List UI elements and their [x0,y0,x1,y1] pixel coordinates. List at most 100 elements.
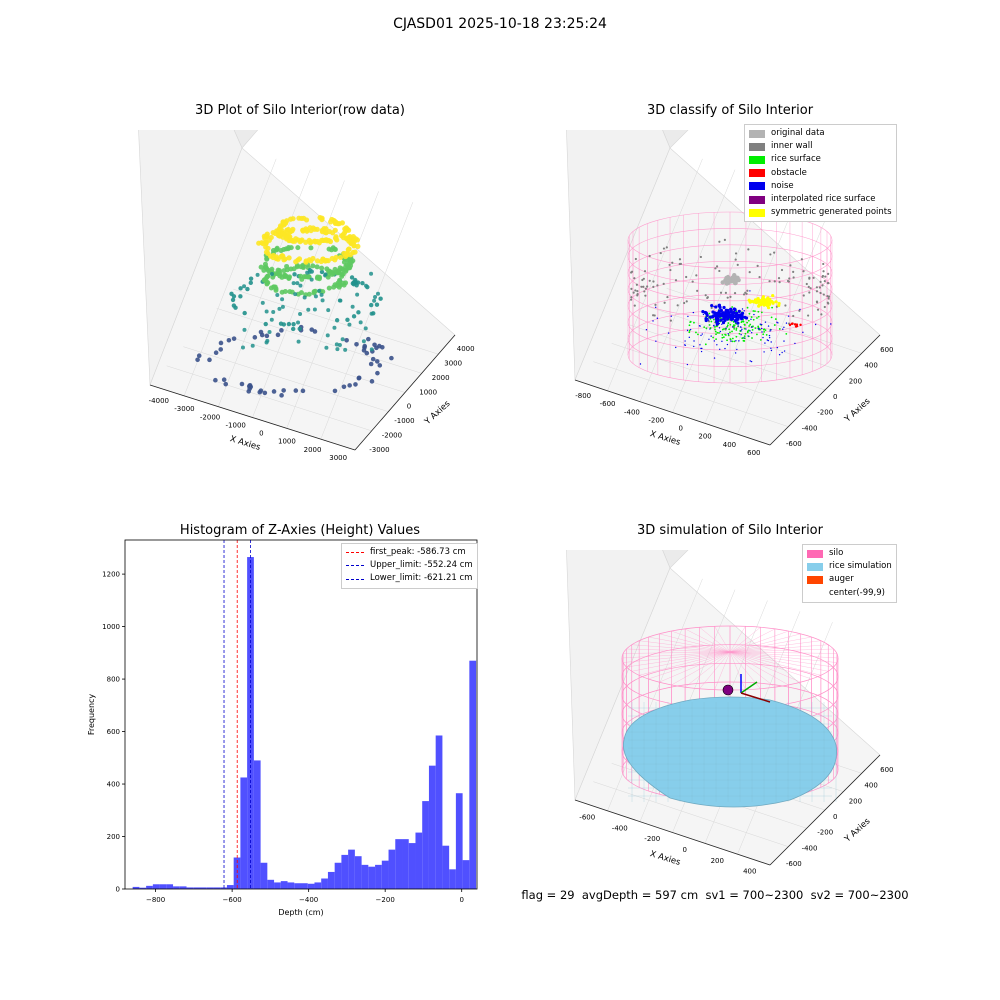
silo-roof-wire [729,633,801,653]
silo-wire-ring [627,293,833,351]
data-point [362,343,368,349]
data-point [213,350,219,355]
inner-wall-point [792,270,795,273]
data-point [264,309,269,314]
noise-point [741,328,743,331]
rice-surface-point [770,316,773,319]
original-point [730,278,736,284]
silo-roof-wire [659,651,731,683]
noise-point [762,336,764,339]
data-point [250,343,255,348]
noise-point [740,314,744,318]
data-point [269,317,274,322]
data-point [270,254,276,261]
inner-wall-point [706,296,709,299]
legend-swatch [749,156,765,164]
inner-wall-point [808,277,811,280]
noise-point [750,332,753,334]
data-point [332,388,338,394]
noise-point [707,319,710,321]
legend-item: Lower_limit: -621.21 cm [346,572,473,585]
y-tick-label: -200 [817,829,833,837]
noise-point [776,346,779,349]
data-point [262,390,268,396]
histogram-bar [179,886,187,889]
auger-axis-y [740,681,758,694]
inner-wall-point [669,319,673,322]
auger-axis-x [740,692,771,703]
y-tick-label: 400 [864,362,877,370]
legend-label: obstacle [771,167,807,178]
rice-surface-point [697,333,699,336]
rice-surface-point [726,339,728,342]
rice-surface-point [735,335,738,338]
data-point [307,270,312,275]
data-point [374,302,380,307]
rice-surface-point [754,327,757,330]
data-point [361,339,366,344]
plot2-title: 3D classify of Silo Interior [646,103,814,118]
data-point [302,295,307,300]
noise-point [799,308,801,311]
noise-point [710,335,712,337]
data-point [369,379,375,384]
inner-wall-point [807,285,810,289]
rice-surface-point [712,336,715,339]
plot4-title: 3D simulation of Silo Interior [637,523,823,538]
rice-surface-point [785,332,788,335]
noise-point [689,328,692,331]
rice-surface-point [714,330,717,333]
noise-point [652,320,654,322]
inner-wall-point [642,277,645,280]
data-point [368,302,374,308]
noise-point [707,317,709,320]
histogram-bar [402,839,409,889]
inner-wall-point [820,313,823,316]
noise-point [794,342,796,345]
rice-surface-point [729,323,732,326]
data-point [353,382,358,387]
data-point [356,310,361,315]
noise-point [814,323,817,326]
noise-point [693,345,695,348]
inner-wall-point [802,294,805,297]
noise-point [740,333,742,336]
noise-point [719,308,723,312]
y-axis-line [769,754,881,866]
inner-wall-point [723,238,726,241]
histogram-bar [159,884,167,889]
data-point [282,289,288,295]
noise-point [667,332,670,334]
histogram-bar [354,856,362,889]
data-point [262,264,268,270]
inner-wall-point [734,252,738,255]
x-tick-label: 0 [678,425,682,433]
noise-point [753,313,755,316]
noise-point [713,340,716,342]
noise-point [714,313,716,315]
inner-wall-point [632,291,635,294]
silo-roof-wire [729,636,812,653]
inner-wall-point [769,253,772,256]
inner-wall-point [644,294,647,297]
data-point [346,265,352,271]
gridline [629,324,826,391]
symmetric-point [774,300,778,304]
inner-wall-point [630,296,633,299]
data-point [288,245,294,251]
noise-point [750,318,752,321]
noise-point [683,344,686,346]
rice-surface-point [715,338,717,341]
data-point [312,239,319,245]
rice-surface-point [764,329,767,332]
inner-wall-point [654,303,657,306]
data-point [304,228,310,234]
inner-wall-point [710,306,713,309]
inner-wall-point [780,268,784,272]
inner-wall-point [786,279,790,283]
histogram-bar [166,884,174,889]
noise-point [639,363,642,365]
data-point [265,338,270,343]
rice-surface-point [760,311,763,314]
y-tick-label: -2000 [382,431,402,439]
